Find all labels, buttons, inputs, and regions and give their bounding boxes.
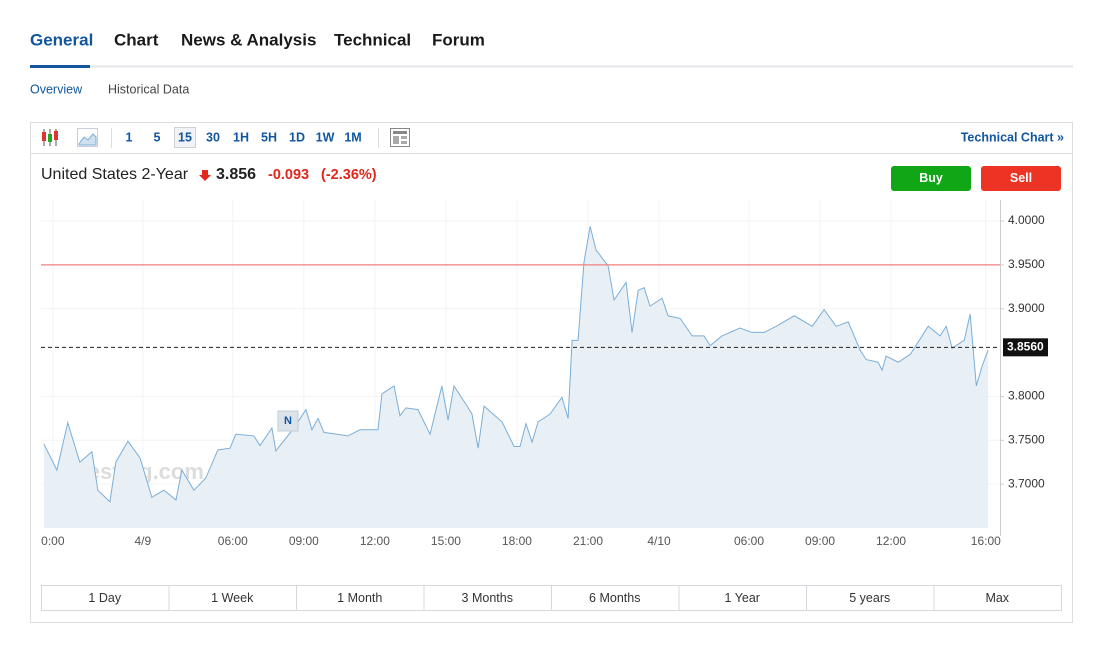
y-tick-label: 3.7500 [1008,432,1045,446]
y-tick-label: 3.8000 [1008,389,1045,403]
x-tick-label: 12:00 [876,534,906,548]
line [43,226,989,503]
x-tick-label: 12:00 [360,534,390,548]
y-tick-label: 4.0000 [1008,213,1045,227]
sell-button[interactable] [981,166,1061,191]
interval-button[interactable]: 5 [154,130,161,144]
x-tick-label: 06:00 [218,534,248,548]
interval-button[interactable]: 30 [206,130,220,144]
tab[interactable]: General [30,30,93,49]
range-button[interactable]: Max [985,591,1009,605]
subtab[interactable]: Overview [30,82,83,96]
y-tick-label: 3.7000 [1008,476,1045,490]
interval-button[interactable]: 1 [126,130,133,144]
y-tick-label: 3.9000 [1008,301,1045,315]
widget-frame [30,122,1073,623]
area-icon [77,128,98,147]
range-button[interactable]: 1 Day [88,591,121,605]
range-button[interactable]: 1 Week [211,591,254,605]
x-tick-label: 21:00 [573,534,603,548]
interval-button[interactable]: 1D [289,130,305,144]
x-tick-label: 15:00 [431,534,461,548]
last-price-label: 3.8560 [1007,340,1044,354]
change-percent: (-2.36%) [321,167,377,183]
x-tick-label: 4/10 [647,534,671,548]
buy-button[interactable] [891,166,971,191]
interval-selected-box [174,127,196,148]
tab[interactable]: Chart [114,30,159,49]
range-button[interactable]: 3 Months [462,591,513,605]
candle-icon [42,129,58,146]
range-button[interactable]: 6 Months [589,591,640,605]
x-tick-label: 09:00 [805,534,835,548]
interval-button[interactable]: 5H [261,130,277,144]
range-button[interactable]: 1 Month [337,591,382,605]
price: 3.856 [216,166,256,183]
news-marker[interactable] [277,410,299,432]
x-tick-label: 4/9 [134,534,151,548]
interval-button[interactable]: 1W [316,130,335,144]
range-button[interactable]: 1 Year [725,591,760,605]
x-tick-label: 09:00 [289,534,319,548]
tab[interactable]: Forum [432,30,485,49]
y-tick-label: 3.9500 [1008,257,1045,271]
sell-label[interactable]: Sell [1010,171,1032,185]
x-tick-label: 16:00 [971,534,1001,548]
active-tab-underline [30,65,90,68]
x-tick-label: 0:00 [41,534,65,548]
news-marker-label[interactable]: N [284,415,292,427]
interval-button[interactable]: 15 [178,130,192,144]
subtab[interactable]: Historical Data [108,82,189,96]
interval-button[interactable]: 1H [233,130,249,144]
instrument-name: United States 2-Year [41,166,189,183]
x-tick-label: 06:00 [734,534,764,548]
tab[interactable]: News & Analysis [181,30,316,49]
interval-button[interactable]: 1M [344,130,361,144]
down-arrow [199,170,211,181]
x-tick-label: 18:00 [502,534,532,548]
last-price-tag [1003,338,1048,357]
range-button[interactable]: 5 years [849,591,890,605]
area [43,226,989,528]
change: -0.093 [268,167,309,183]
buy-label[interactable]: Buy [919,171,943,185]
tab[interactable]: Technical [334,30,411,49]
technical-chart-link[interactable]: Technical Chart » [961,130,1064,144]
layout-icon [390,128,410,147]
